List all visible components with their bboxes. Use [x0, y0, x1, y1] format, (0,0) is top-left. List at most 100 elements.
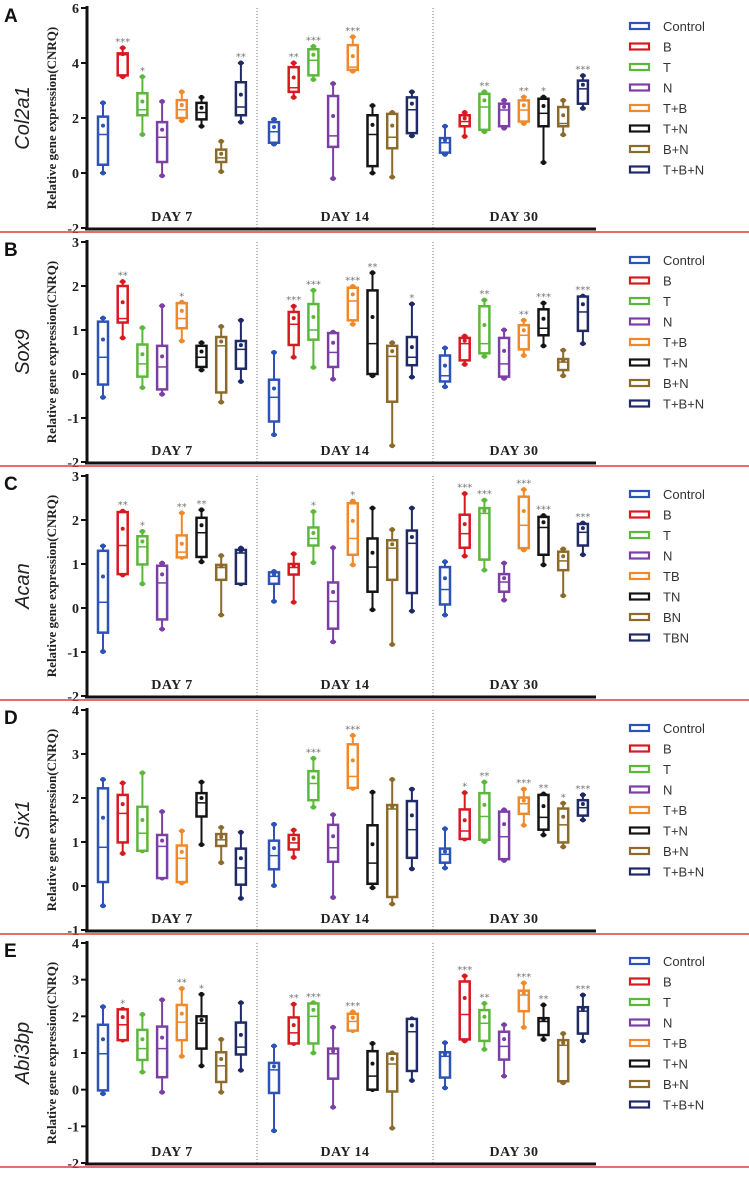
max-point	[310, 44, 316, 49]
data-point	[541, 1017, 546, 1022]
legend-label: T+N	[663, 356, 688, 371]
y-tick-label: 2	[72, 112, 79, 127]
box-iqr	[267, 378, 281, 423]
max-point	[330, 545, 336, 551]
legend-swatch	[628, 1059, 651, 1068]
significance-label: ***	[306, 992, 321, 1003]
significance-label: **	[289, 993, 299, 1004]
legend-swatch	[628, 764, 651, 774]
min-point	[218, 169, 224, 175]
y-tick-label: -2	[67, 1157, 79, 1168]
box-iqr	[307, 526, 320, 547]
data-point	[272, 572, 276, 577]
y-tick-label: -1	[67, 924, 79, 935]
box-t-b-n: ***	[575, 784, 590, 823]
box-control	[267, 821, 281, 889]
box-b: **	[116, 500, 129, 578]
y-tick-label: -2	[67, 456, 79, 467]
significance-label: ***	[516, 778, 531, 789]
significance-label: **	[539, 783, 549, 794]
min-point	[291, 354, 297, 360]
significance-label: **	[177, 977, 187, 988]
box-iqr	[438, 565, 452, 606]
data-point	[160, 1035, 165, 1040]
data-point	[580, 1007, 585, 1012]
day-label: DAY 7	[151, 444, 193, 459]
y-tick-label: 3	[72, 470, 79, 485]
max-point	[199, 779, 204, 785]
significance-label: ***	[345, 26, 360, 37]
box-n	[155, 997, 169, 1095]
box-iqr	[458, 114, 471, 128]
min-point	[179, 118, 185, 124]
min-point	[370, 885, 375, 891]
max-point	[409, 786, 415, 792]
min-point	[541, 160, 546, 166]
min-point	[310, 1050, 316, 1056]
day-label: DAY 7	[151, 210, 193, 225]
min-point	[580, 817, 586, 823]
box-t-b: ***	[345, 1001, 360, 1034]
significance-label: **	[479, 289, 489, 300]
data-point	[390, 805, 395, 810]
legend-swatch	[628, 144, 651, 154]
box-t-n	[195, 779, 208, 848]
significance-label: ***	[115, 37, 130, 48]
box-bn	[556, 546, 570, 599]
box-b-n	[385, 340, 399, 449]
max-point	[139, 528, 145, 534]
legend-label: T+B	[663, 803, 687, 818]
box-control	[267, 568, 281, 604]
box-t	[136, 1012, 149, 1075]
significance-label: ***	[575, 512, 590, 523]
max-point	[271, 349, 277, 355]
box-iqr	[405, 1017, 419, 1073]
min-point	[139, 132, 145, 137]
legend-swatch	[628, 296, 651, 306]
min-point	[409, 374, 415, 380]
box-t: *	[136, 520, 149, 587]
data-point	[350, 54, 355, 59]
day-label: DAY 7	[151, 912, 193, 927]
min-point	[100, 170, 106, 176]
max-point	[238, 829, 244, 835]
data-point	[370, 315, 375, 320]
legend-label: T+B+N	[663, 163, 704, 178]
box-control	[96, 1004, 110, 1097]
box-iqr	[175, 844, 189, 884]
data-point	[238, 343, 243, 348]
max-point	[100, 1004, 106, 1010]
box-t-n: **	[537, 783, 550, 838]
box-iqr	[497, 102, 511, 128]
min-point	[199, 123, 204, 129]
significance-label: ***	[345, 1001, 360, 1012]
box-iqr	[438, 136, 452, 154]
data-point	[291, 1023, 296, 1028]
box-t-b-n: **	[234, 52, 248, 125]
max-point	[481, 1001, 487, 1006]
y-tick-label: 3	[72, 236, 79, 251]
legend-swatch	[628, 510, 651, 519]
legend-swatch	[628, 399, 651, 408]
legend-label: Control	[663, 253, 705, 268]
legend-swatch	[628, 83, 651, 92]
significance-label: *	[140, 520, 145, 531]
box-iqr	[385, 803, 399, 899]
data-point	[561, 113, 566, 118]
box-iqr	[214, 335, 228, 394]
max-point	[139, 74, 145, 80]
max-point	[179, 89, 185, 95]
data-point	[311, 52, 316, 57]
data-point	[331, 834, 336, 839]
max-point	[291, 551, 297, 557]
box-t-b: ***	[345, 26, 360, 74]
box-t: ***	[306, 992, 321, 1056]
min-point	[199, 559, 204, 565]
box-b-n	[556, 1031, 570, 1086]
box-t: ***	[306, 36, 321, 82]
max-point	[521, 786, 527, 792]
min-point	[120, 850, 126, 856]
data-point	[101, 1037, 105, 1042]
box-tb: *	[346, 490, 360, 568]
box-control	[438, 345, 452, 390]
